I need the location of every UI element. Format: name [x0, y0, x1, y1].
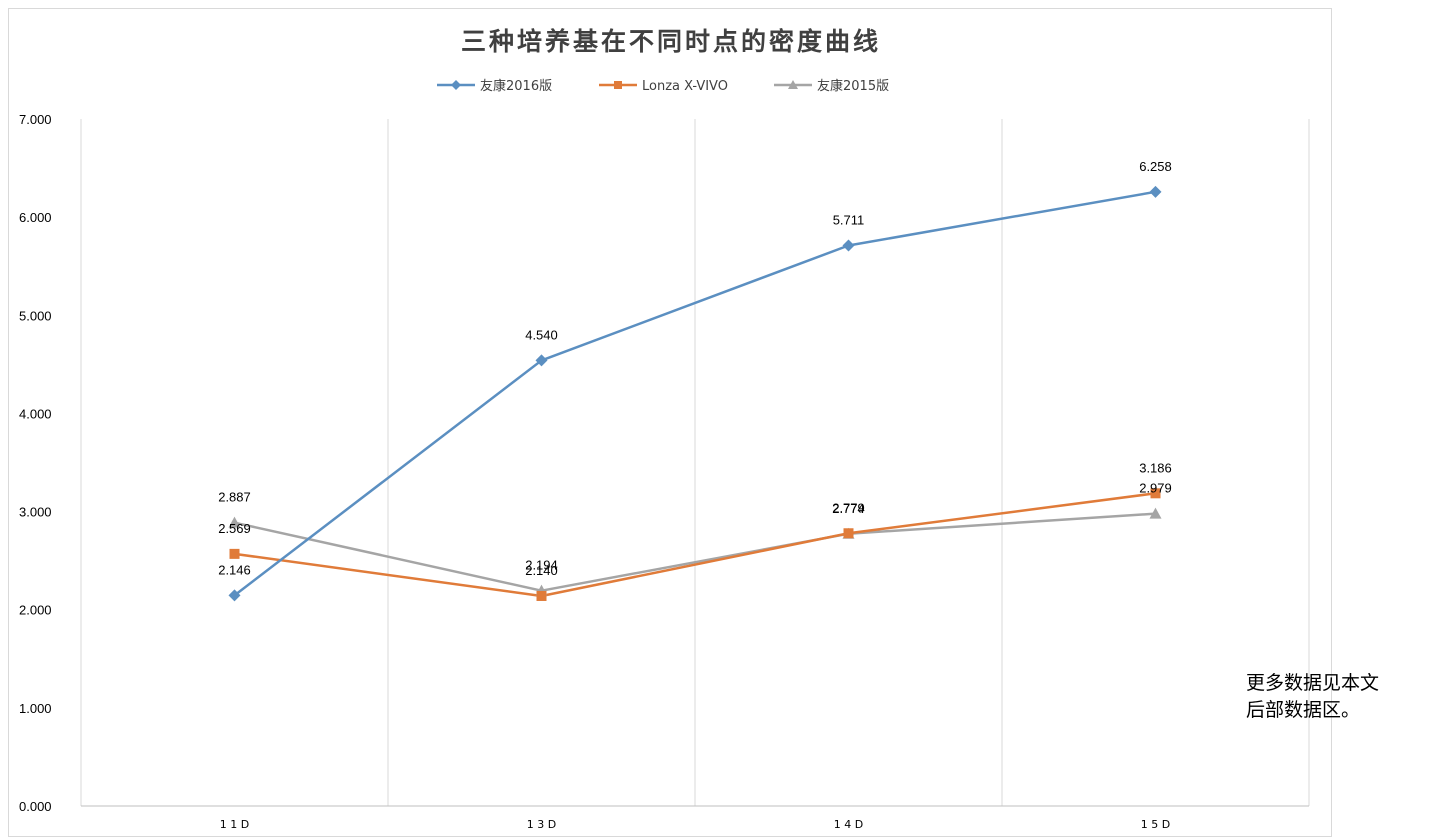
side-note: 更多数据见本文 后部数据区。 — [1246, 670, 1426, 724]
data-point — [842, 239, 855, 252]
series-line — [233, 190, 1156, 597]
legend-marker — [788, 80, 798, 89]
series-line — [234, 492, 1156, 598]
data-label: 3.186 — [1139, 460, 1172, 475]
y-tick-label: 1.000 — [19, 701, 52, 716]
data-label: 2.979 — [1139, 481, 1172, 496]
side-note-line-1: 更多数据见本文 — [1246, 672, 1380, 694]
data-point — [229, 548, 240, 559]
data-point — [228, 516, 241, 528]
y-tick-label: 5.000 — [19, 308, 52, 323]
x-tick-label: 1 4 D — [834, 818, 863, 831]
chart-title: 三种培养基在不同时点的密度曲线 — [461, 27, 881, 56]
data-point — [843, 528, 854, 539]
legend-marker — [451, 80, 461, 90]
data-label: 2.194 — [525, 558, 558, 573]
y-tick-label: 2.000 — [19, 603, 52, 618]
legend-marker — [614, 81, 622, 89]
x-tick-label: 1 3 D — [527, 818, 556, 831]
x-tick-label: 1 5 D — [1141, 818, 1170, 831]
data-label: 4.540 — [525, 327, 558, 342]
legend-label: 友康2015版 — [817, 78, 889, 94]
data-label: 2.146 — [218, 562, 251, 577]
chart-area: 0.000 1.000 2.000 3.000 4.000 5.000 6.000 7.000… — [8, 8, 1332, 837]
data-label: 2.774 — [832, 501, 865, 516]
side-note-line-2: 后部数据区。 — [1246, 699, 1361, 721]
data-point — [1150, 488, 1161, 499]
series-line — [234, 512, 1156, 592]
line-chart: 0.000 1.000 2.000 3.000 4.000 5.000 6.000 7.000… — [19, 27, 1310, 831]
data-point — [1149, 507, 1162, 519]
data-point — [535, 354, 548, 367]
y-tick-label: 4.000 — [19, 406, 52, 421]
y-tick-label: 3.000 — [19, 505, 52, 520]
data-label: 2.779 — [832, 500, 865, 515]
y-tick-label: 0.000 — [19, 799, 52, 814]
data-label: 6.258 — [1139, 159, 1172, 174]
data-point — [1149, 185, 1162, 198]
x-tick-label: 1 1 D — [220, 818, 249, 831]
y-tick-label: 7.000 — [19, 112, 52, 127]
legend-label: 友康2016版 — [480, 78, 552, 94]
data-point — [536, 590, 547, 601]
data-label: 2.569 — [218, 521, 251, 536]
data-point — [228, 589, 241, 602]
y-tick-label: 6.000 — [19, 210, 52, 225]
data-label: 5.711 — [833, 213, 865, 228]
data-label: 2.887 — [218, 490, 251, 505]
legend-label: Lonza X-VIVO — [642, 79, 728, 94]
data-label: 2.140 — [525, 563, 558, 578]
